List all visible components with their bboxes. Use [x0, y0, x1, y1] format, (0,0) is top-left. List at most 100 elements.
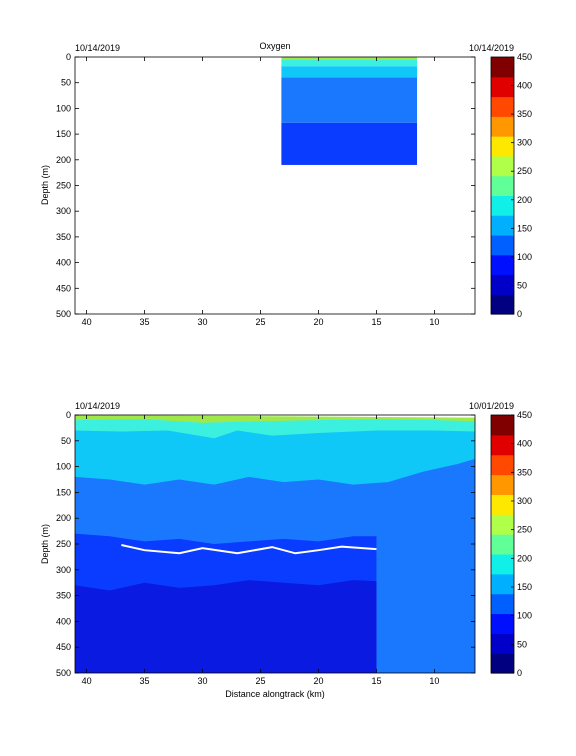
y-tick-label: 100 [56, 462, 71, 472]
x-tick-label: 30 [198, 317, 208, 327]
top-panel-title: Oxygen [259, 41, 290, 51]
colorbar-segment [491, 633, 514, 654]
y-tick-label: 400 [56, 616, 71, 626]
colorbar-tick-label: 450 [517, 52, 532, 62]
colorbar-segment [491, 573, 514, 595]
y-tick-label: 100 [56, 103, 71, 113]
colorbar-tick-label: 50 [517, 280, 527, 290]
y-tick-label: 50 [61, 436, 71, 446]
top-panel-y-ticks: 0 50 100 150 200 250 300 350 400 450 500 [56, 52, 475, 319]
colorbar-segment [491, 57, 514, 78]
x-tick-label: 20 [313, 676, 323, 686]
colorbar-segment [491, 434, 514, 456]
oxygen-layer-175 [281, 57, 418, 60]
colorbar-tick-label: 400 [517, 81, 532, 91]
x-tick-label: 25 [255, 676, 265, 686]
colorbar-segment [491, 116, 514, 137]
colorbar-tick-label: 200 [517, 553, 532, 563]
colorbar-segment [491, 96, 514, 117]
bottom-panel-xlabel: Distance alongtrack (km) [225, 689, 325, 699]
x-tick-label: 40 [82, 317, 92, 327]
colorbar-segment [491, 215, 514, 236]
colorbar-segment [491, 254, 514, 276]
top-panel-colorbar: 0 50 100 150 200 250 300 350 400 450 [490, 52, 532, 319]
y-tick-label: 450 [56, 283, 71, 293]
colorbar-tick-label: 250 [517, 525, 532, 535]
x-tick-label: 40 [82, 676, 92, 686]
x-tick-label: 25 [255, 317, 265, 327]
bottom-panel-ylabel: Depth (m) [40, 524, 50, 564]
y-tick-label: 200 [56, 155, 71, 165]
colorbar-segment [491, 494, 514, 515]
colorbar-frame [490, 56, 515, 315]
colorbar-segment [491, 553, 514, 575]
bottom-panel-x-ticks: 40 35 30 25 20 15 10 [82, 415, 439, 686]
colorbar-tick-label: 150 [517, 223, 532, 233]
colorbar-segment [491, 454, 514, 476]
colorbar-tick-label: 350 [517, 467, 532, 477]
x-tick-label: 20 [313, 317, 323, 327]
y-tick-label: 400 [56, 258, 71, 268]
colorbar-segment [491, 474, 514, 495]
top-panel-ylabel: Depth (m) [40, 165, 50, 205]
colorbar-segment [491, 534, 514, 555]
colorbar-tick-label: 250 [517, 166, 532, 176]
colorbar-segment [491, 76, 514, 98]
colorbar-tick-label: 100 [517, 252, 532, 262]
colorbar-tick-label: 350 [517, 109, 532, 119]
y-tick-label: 150 [56, 129, 71, 139]
colorbar-segment [491, 613, 514, 634]
x-tick-label: 15 [371, 317, 381, 327]
contour-line [121, 544, 377, 555]
colorbar-segment [491, 234, 514, 256]
top-panel-date-right: 10/14/2019 [469, 43, 514, 53]
colorbar-frame [490, 414, 515, 674]
bottom-panel-date-right: 10/01/2019 [469, 401, 514, 411]
y-tick-label: 50 [61, 78, 71, 88]
top-panel-data [281, 57, 418, 165]
y-tick-label: 0 [66, 410, 71, 420]
bottom-panel-date-left: 10/14/2019 [75, 401, 120, 411]
colorbar-tick-label: 0 [517, 668, 522, 678]
x-tick-label: 15 [371, 676, 381, 686]
y-tick-label: 300 [56, 565, 71, 575]
oxygen-layer-100 [281, 77, 418, 123]
x-tick-label: 35 [140, 676, 150, 686]
x-tick-label: 35 [140, 317, 150, 327]
colorbar-segment [491, 155, 514, 177]
colorbar-segment [491, 415, 514, 436]
bottom-panel-y-ticks: 0 50 100 150 200 250 300 350 400 450 500 [56, 410, 475, 678]
colorbar-segment [491, 175, 514, 196]
bottom-panel-colorbar: 0 50 100 150 200 250 300 350 400 450 [490, 410, 532, 678]
colorbar-segment [491, 195, 514, 216]
oxygen-layer-125 [281, 66, 418, 78]
y-tick-label: 350 [56, 591, 71, 601]
oxygen-layer-50 [75, 580, 377, 673]
y-tick-label: 350 [56, 232, 71, 242]
x-tick-label: 30 [198, 676, 208, 686]
colorbar-tick-label: 300 [517, 496, 532, 506]
y-tick-label: 500 [56, 309, 71, 319]
colorbar-tick-label: 150 [517, 582, 532, 592]
y-tick-label: 450 [56, 642, 71, 652]
y-tick-label: 500 [56, 668, 71, 678]
x-tick-label: 10 [429, 317, 439, 327]
y-tick-label: 300 [56, 206, 71, 216]
colorbar-tick-label: 50 [517, 639, 527, 649]
colorbar-tick-label: 400 [517, 439, 532, 449]
colorbar-segment [491, 653, 514, 674]
colorbar-segment [491, 294, 514, 315]
colorbar-tick-label: 300 [517, 138, 532, 148]
colorbar-tick-label: 100 [517, 611, 532, 621]
colorbar-tick-label: 200 [517, 195, 532, 205]
x-tick-label: 10 [429, 676, 439, 686]
colorbar-tick-label: 450 [517, 410, 532, 420]
y-tick-label: 0 [66, 52, 71, 62]
colorbar-segment [491, 274, 514, 295]
y-tick-label: 150 [56, 487, 71, 497]
colorbar-segment [491, 593, 514, 615]
oxygen-layer-75 [281, 122, 418, 165]
y-tick-label: 200 [56, 513, 71, 523]
top-panel-date-left: 10/14/2019 [75, 43, 120, 53]
colorbar-tick-label: 0 [517, 309, 522, 319]
